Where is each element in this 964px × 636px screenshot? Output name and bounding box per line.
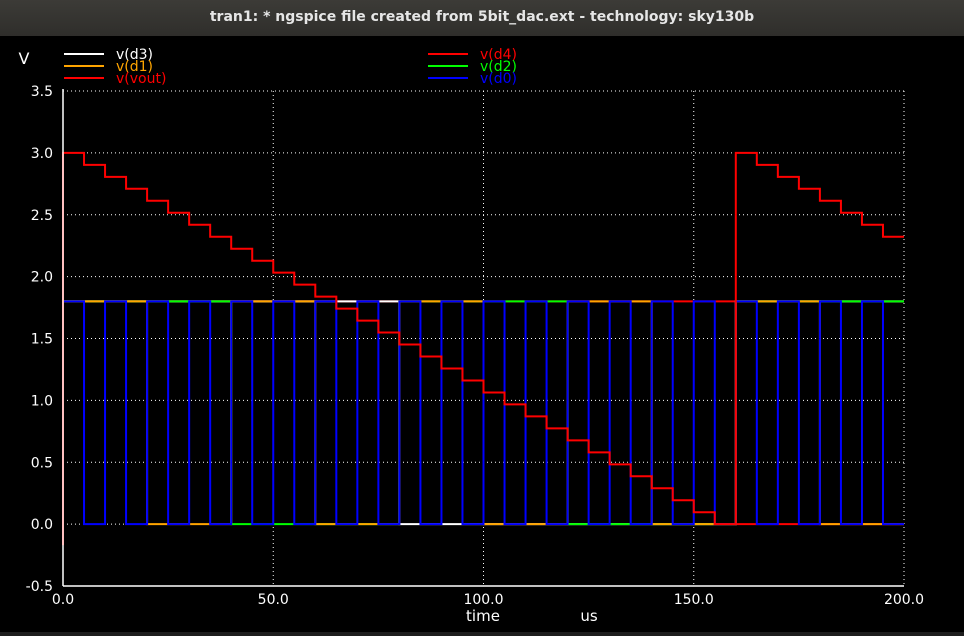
axes: -0.50.00.51.01.52.02.53.03.50.0 50.0 100.0…: [26, 84, 924, 608]
x-tick-label: 200.0: [884, 592, 924, 608]
legend-label: v(d4): [480, 47, 517, 63]
legend-label: v(d0): [480, 71, 517, 87]
y-tick-label: -0.5: [26, 579, 53, 595]
y-tick-label: 1.5: [31, 332, 53, 348]
x-tick-label: 50.0: [258, 592, 289, 608]
y-tick-label: 0.5: [31, 455, 53, 471]
series-traces: [62, 151, 904, 546]
y-tick-label: 1.0: [31, 393, 53, 409]
y-tick-label: 2.0: [31, 270, 53, 286]
y-tick-label: 2.5: [31, 208, 53, 224]
x-axis-label: time: [466, 607, 500, 625]
legend-label: v(d3): [116, 47, 153, 63]
legend-entry: v(d0): [428, 71, 517, 87]
legend-label: v(d1): [116, 59, 153, 75]
waveform-chart[interactable]: -0.50.00.51.01.52.02.53.03.50.0 50.0 100.0…: [0, 36, 964, 632]
legend: v(d3) v(d4) v(d1) v(d2) v(vout) v(d0): [64, 47, 517, 87]
y-tick-label: 3.0: [31, 146, 53, 162]
series-v-vout: [62, 151, 904, 546]
x-axis-unit: us: [580, 607, 598, 625]
y-tick-label: 3.5: [31, 84, 53, 100]
window-title: tran1: * ngspice file created from 5bit_…: [209, 9, 755, 25]
legend-entry: v(d2): [428, 59, 517, 75]
legend-entry: v(d1): [64, 59, 153, 75]
x-tick-label: 150.0: [674, 592, 714, 608]
title-bar[interactable]: tran1: * ngspice file created from 5bit_…: [0, 0, 964, 37]
y-tick-label: 0.0: [31, 517, 53, 533]
x-tick-label: 100.0: [463, 592, 503, 608]
y-axis-label: V: [19, 49, 30, 68]
legend-entry: v(d3): [64, 47, 153, 63]
legend-label: v(vout): [116, 71, 166, 87]
x-tick-label: 0.0: [52, 592, 74, 608]
legend-label: v(d2): [480, 59, 517, 75]
plot-area[interactable]: -0.5 0.0 0.5 1.0 1.5 2.0 2.5 3.0 3.5 0.0 50.0 100.0…: [0, 36, 964, 632]
legend-entry: v(d4): [428, 47, 517, 63]
legend-entry: v(vout): [64, 71, 166, 87]
series-v-d0: [63, 300, 904, 526]
